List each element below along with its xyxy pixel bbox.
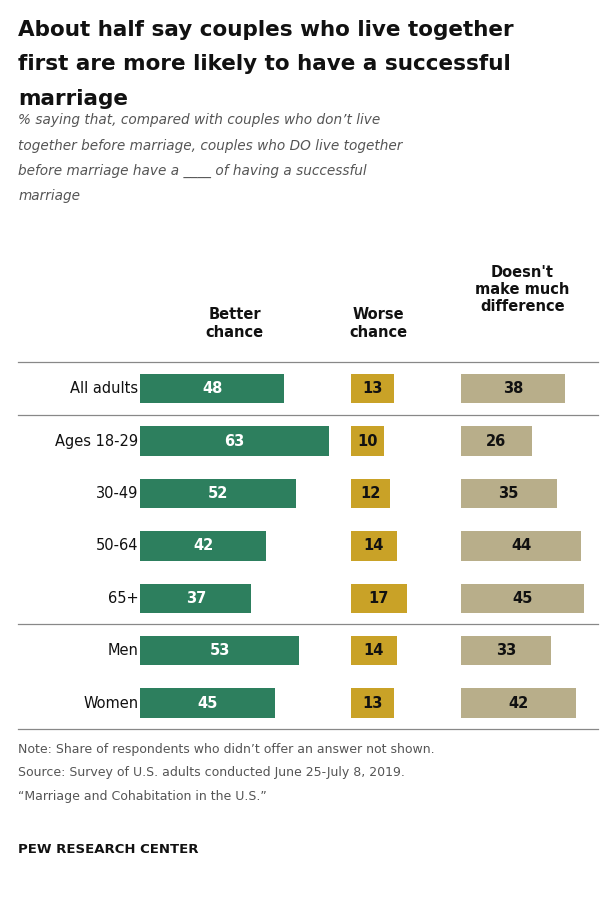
Text: before marriage have a ____ of having a successful: before marriage have a ____ of having a … [18, 164, 367, 178]
Text: Men: Men [108, 643, 139, 658]
Text: % saying that, compared with couples who don’t live: % saying that, compared with couples who… [18, 113, 381, 127]
Bar [351, 636, 397, 665]
Bar [140, 636, 299, 665]
Text: Note: Share of respondents who didn’t offer an answer not shown.: Note: Share of respondents who didn’t of… [18, 743, 435, 756]
Text: PEW RESEARCH CENTER: PEW RESEARCH CENTER [18, 843, 199, 855]
Text: 12: 12 [360, 486, 381, 501]
Text: together before marriage, couples who DO live together: together before marriage, couples who DO… [18, 139, 403, 152]
Text: 42: 42 [508, 696, 529, 710]
Text: 14: 14 [364, 538, 384, 554]
Text: 35: 35 [498, 486, 519, 501]
Bar [351, 478, 391, 508]
Text: Doesn't
make much
difference: Doesn't make much difference [476, 265, 570, 314]
Text: Better
chance: Better chance [206, 307, 264, 340]
Text: 33: 33 [496, 643, 516, 658]
Bar [461, 689, 576, 718]
Bar [461, 478, 557, 508]
Bar [351, 374, 394, 403]
Text: 13: 13 [362, 381, 383, 396]
Text: 53: 53 [209, 643, 230, 658]
Text: 65+: 65+ [108, 591, 139, 606]
Bar [351, 531, 397, 561]
Bar [140, 374, 284, 403]
Bar [140, 478, 296, 508]
Text: 42: 42 [193, 538, 213, 554]
Bar [351, 689, 394, 718]
Text: 45: 45 [513, 591, 533, 606]
Text: 48: 48 [202, 381, 222, 396]
Text: 14: 14 [364, 643, 384, 658]
Bar [140, 531, 266, 561]
Bar [140, 689, 275, 718]
Text: 10: 10 [357, 434, 378, 448]
Text: Women: Women [84, 696, 139, 710]
Bar [140, 427, 329, 456]
Text: marriage: marriage [18, 89, 129, 109]
Text: 52: 52 [208, 486, 229, 501]
Text: 30-49: 30-49 [96, 486, 139, 501]
Bar [461, 531, 582, 561]
Bar [140, 583, 251, 613]
Text: Source: Survey of U.S. adults conducted June 25-July 8, 2019.: Source: Survey of U.S. adults conducted … [18, 766, 405, 779]
Bar [351, 583, 407, 613]
Text: 50-64: 50-64 [96, 538, 139, 554]
Text: 17: 17 [369, 591, 389, 606]
Text: first are more likely to have a successful: first are more likely to have a successf… [18, 54, 511, 74]
Text: 26: 26 [486, 434, 506, 448]
Text: Ages 18-29: Ages 18-29 [55, 434, 139, 448]
Text: “Marriage and Cohabitation in the U.S.”: “Marriage and Cohabitation in the U.S.” [18, 790, 267, 803]
Text: 44: 44 [511, 538, 531, 554]
Text: 45: 45 [198, 696, 218, 710]
Text: 38: 38 [503, 381, 523, 396]
Bar [351, 427, 384, 456]
Bar [461, 374, 565, 403]
Text: marriage: marriage [18, 189, 81, 203]
Bar [461, 427, 532, 456]
Text: 13: 13 [362, 696, 383, 710]
Text: 37: 37 [185, 591, 206, 606]
Bar [461, 583, 584, 613]
Text: 63: 63 [224, 434, 245, 448]
Text: About half say couples who live together: About half say couples who live together [18, 20, 514, 40]
Text: All adults: All adults [70, 381, 139, 396]
Bar [461, 636, 551, 665]
Text: Worse
chance: Worse chance [350, 307, 408, 340]
